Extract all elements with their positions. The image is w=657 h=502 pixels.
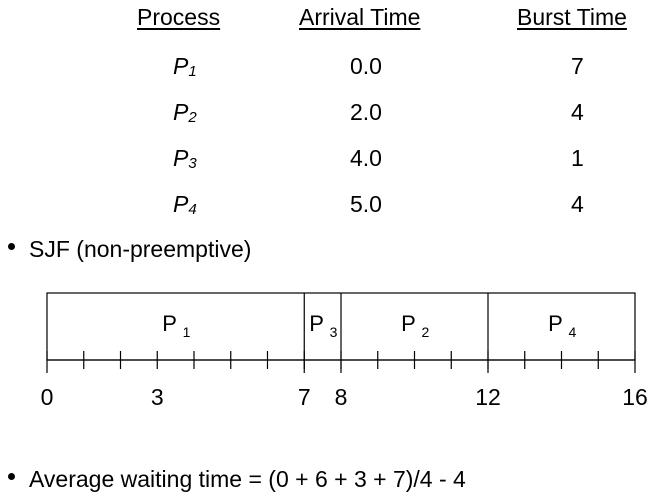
gantt-block-subscript: 2: [422, 324, 430, 340]
gantt-block-label: P: [548, 311, 563, 336]
bullet-icon: [8, 473, 15, 480]
axis-tick-label: 0: [41, 384, 54, 410]
axis-tick-label: 16: [622, 384, 648, 410]
arrival-time-value: 4.0: [350, 145, 382, 171]
burst-time-value: 4: [571, 99, 584, 125]
process-name: P3: [173, 145, 197, 172]
axis-tick-label: 3: [151, 384, 164, 410]
axis-tick-label: 12: [475, 384, 501, 410]
header-process: Process: [137, 4, 221, 30]
bullet-icon: [8, 243, 15, 250]
axis-tick-label: 8: [335, 384, 348, 410]
process-name: P4: [173, 191, 197, 218]
arrival-time-value: 2.0: [350, 99, 382, 125]
gantt-block-subscript: 1: [183, 324, 191, 340]
burst-time-value: 1: [571, 145, 584, 171]
gantt-block-subscript: 3: [330, 324, 338, 340]
header-burst-time: Burst Time: [517, 4, 627, 30]
process-name: P2: [173, 99, 197, 126]
average-waiting-text: Average waiting time = (0 + 6 + 3 + 7)/4…: [29, 466, 466, 492]
algorithm-label: SJF (non-preemptive): [29, 236, 252, 262]
burst-time-value: 4: [571, 191, 584, 217]
average-waiting-time: Average waiting time = (0 + 6 + 3 + 7)/4…: [8, 466, 466, 493]
gantt-block-subscript: 4: [569, 324, 577, 340]
process-name: P1: [173, 53, 197, 80]
arrival-time-value: 0.0: [350, 53, 382, 79]
gantt-block-label: P: [401, 311, 416, 336]
arrival-time-value: 5.0: [350, 191, 382, 217]
gantt-block-label: P: [309, 311, 324, 336]
gantt-block-label: P: [162, 311, 177, 336]
algorithm-bullet: SJF (non-preemptive): [8, 236, 251, 263]
burst-time-value: 7: [571, 53, 584, 79]
header-arrival-time: Arrival Time: [299, 4, 421, 30]
gantt-chart: P 1 P 3 P 2 P 40 3 7 8 12 16: [41, 292, 648, 410]
axis-tick-label: 7: [298, 384, 311, 410]
